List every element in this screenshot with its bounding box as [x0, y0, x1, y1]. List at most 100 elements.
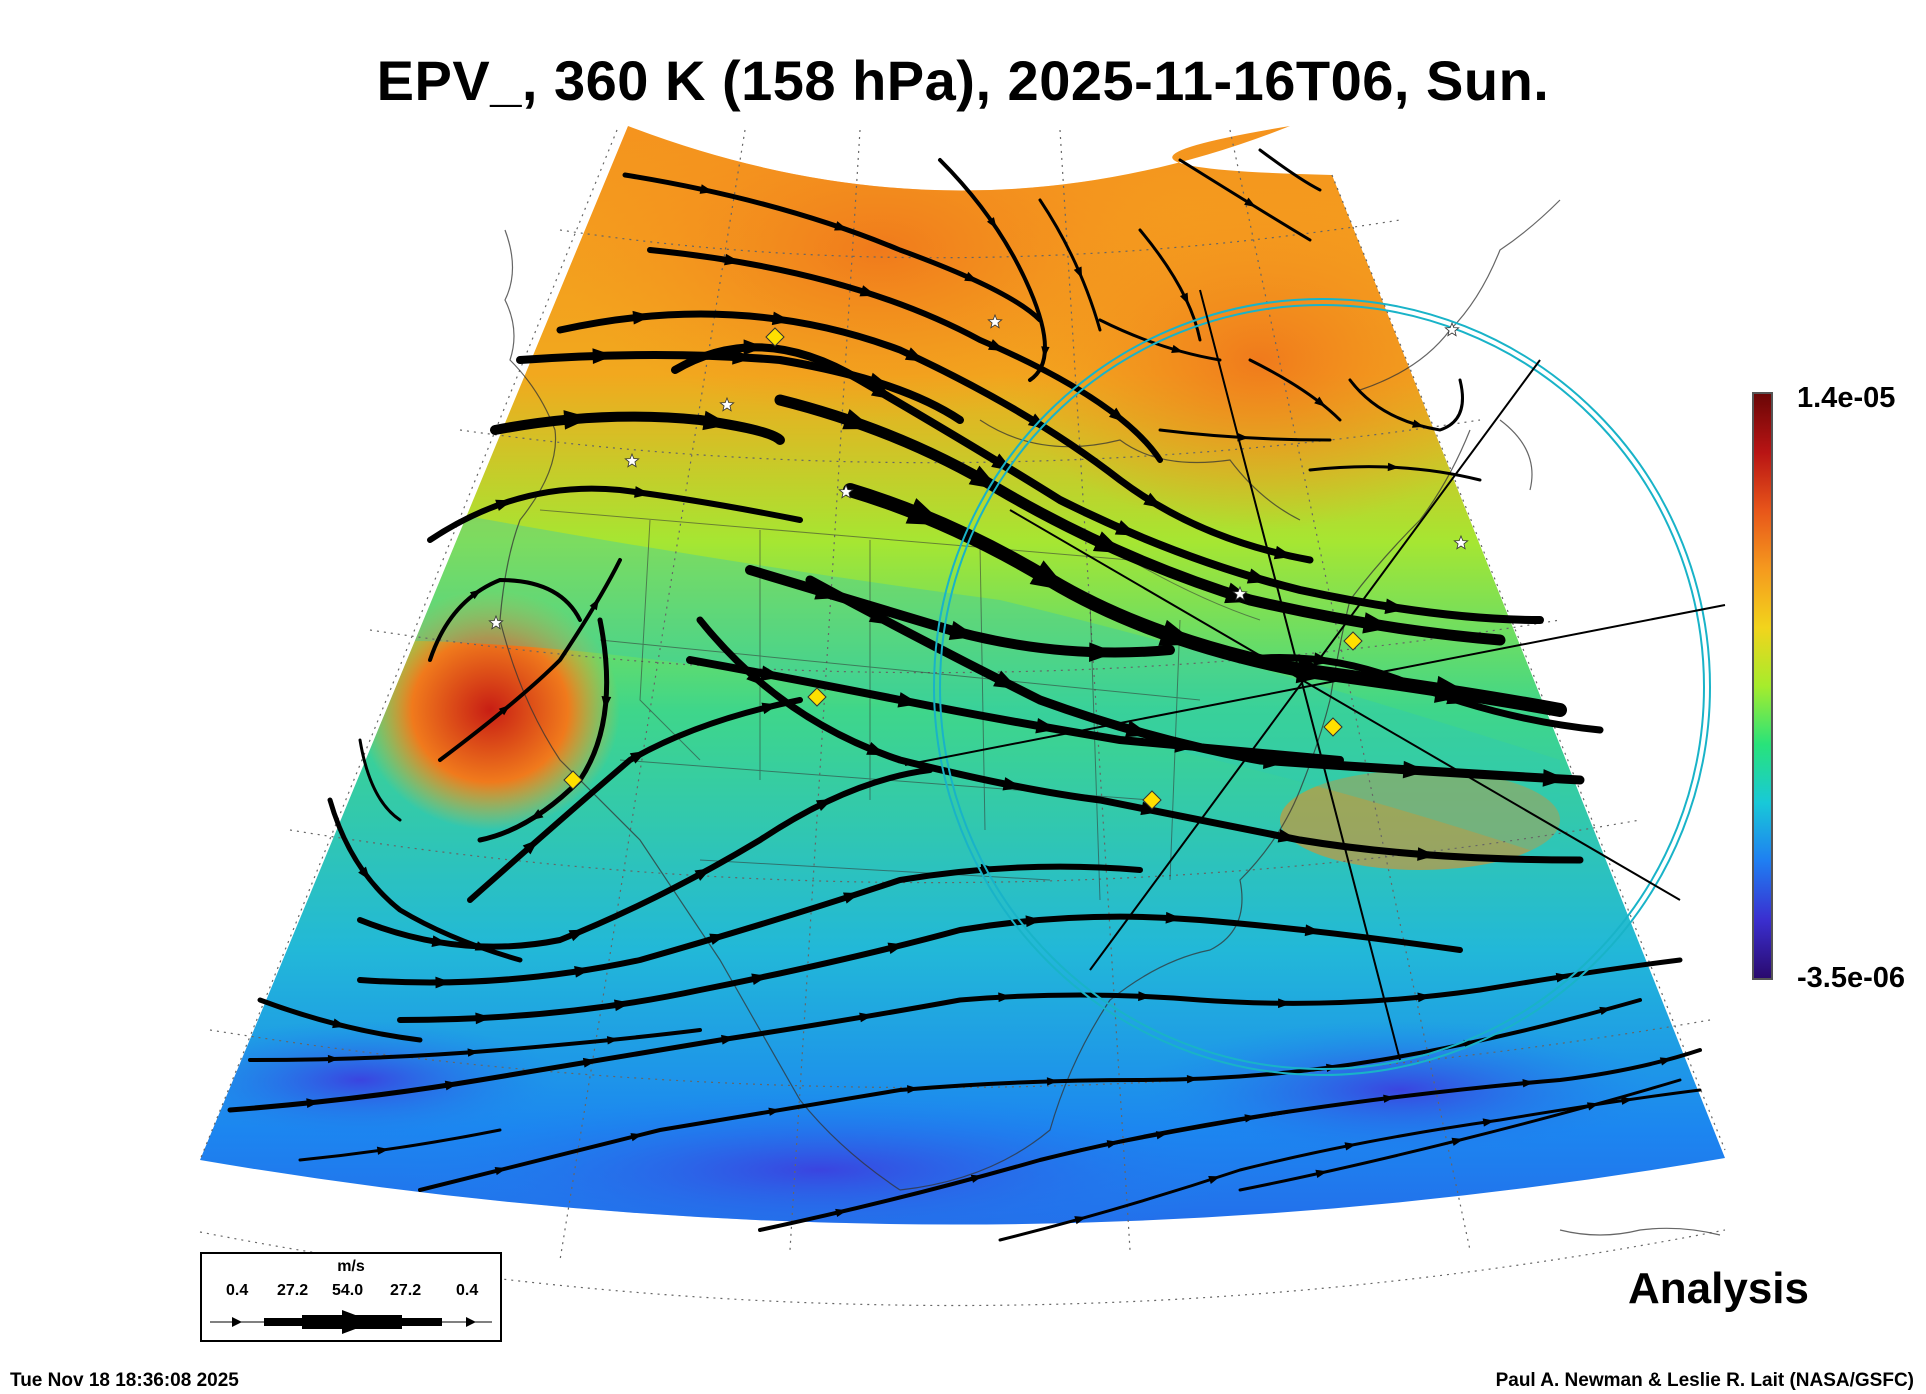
station-markers [488, 313, 1469, 810]
streamline [427, 485, 803, 543]
streamline-arrowhead [859, 285, 877, 297]
legend-value: 27.2 [390, 1282, 422, 1299]
streamline [671, 343, 1544, 624]
streamline-arrowhead [815, 798, 833, 812]
legend-value: 54.0 [332, 1282, 364, 1299]
streamline-arrowhead [842, 408, 874, 430]
analysis-label: Analysis [1628, 1264, 1809, 1313]
streamline [1258, 148, 1322, 192]
streamline [428, 577, 582, 662]
streamline-arrowhead [1074, 1216, 1087, 1225]
streamline-arrowhead [870, 381, 894, 400]
streamline [1348, 378, 1464, 432]
streamline-arrowhead [589, 598, 600, 611]
legend-value: 27.2 [277, 1282, 309, 1299]
streamline-arrowhead [358, 866, 371, 881]
streamline-arrowhead [1029, 560, 1069, 592]
region-circle [933, 298, 1711, 1076]
streamline-arrowhead [1186, 1075, 1199, 1084]
streamline-arrowhead [998, 992, 1012, 1003]
streamline [938, 158, 1047, 382]
footer-timestamp: Tue Nov 18 18:36:08 2025 [10, 1370, 239, 1391]
streamline-arrowhead [1179, 292, 1189, 305]
streamline-arrowhead [724, 253, 741, 266]
streamline-arrowhead [634, 486, 651, 498]
streamline-arrowhead [467, 1048, 480, 1057]
streamline-arrowhead [1599, 1006, 1612, 1016]
streamline [1078, 1108, 1302, 1152]
streamline-arrowhead [1244, 1114, 1257, 1123]
streamline-arrowhead [592, 348, 614, 364]
streamline [358, 738, 402, 822]
streamline-arrowhead [568, 929, 586, 942]
streamline-arrowhead [768, 1107, 781, 1116]
streamline-arrowhead [435, 976, 452, 989]
streamline-arrowhead [1304, 924, 1322, 937]
streamline-arrowhead [495, 499, 513, 511]
yellow-diamond-marker [765, 327, 785, 347]
streamline-arrowhead [868, 606, 895, 626]
legend-value: 0.4 [456, 1282, 479, 1299]
streamline-arrowhead [1041, 346, 1050, 358]
streamline-arrowhead [1277, 829, 1298, 843]
streamline-arrowhead [1092, 531, 1125, 554]
white-star-marker [838, 483, 854, 499]
streamline-arrowhead [1446, 691, 1467, 705]
streamline-arrowhead [1155, 1131, 1168, 1140]
streamline-arrowhead [1278, 998, 1292, 1009]
yellow-diamond-marker [807, 687, 827, 707]
streamline-arrowhead [630, 1133, 643, 1142]
streamline-arrowhead [1108, 407, 1126, 423]
white-star-marker [1444, 321, 1460, 337]
streamline [1248, 358, 1342, 422]
streamline-arrowhead [1434, 675, 1473, 703]
streamline-arrowhead [948, 620, 977, 640]
wind-streamlines [227, 148, 1702, 1242]
streamline-arrowhead [905, 498, 946, 526]
streamline-arrowhead [1124, 720, 1151, 738]
streamline-arrowhead [529, 809, 544, 821]
map-title: EPV_, 360 K (158 hPa), 2025-11-16T06, Su… [376, 49, 1550, 112]
yellow-diamond-marker [563, 770, 583, 790]
streamline-arrowhead [498, 704, 511, 716]
streamline-arrowhead [1114, 520, 1138, 536]
streamline-arrowhead [1208, 1175, 1221, 1184]
white-star-marker [987, 313, 1003, 329]
streamline-arrowhead [563, 410, 591, 430]
streamline-arrowhead [1246, 568, 1270, 584]
streamline-arrowhead [887, 942, 905, 955]
yellow-diamond-marker [1142, 790, 1162, 810]
streamline-arrowhead [1659, 1057, 1672, 1066]
streamline-arrowhead [906, 1085, 919, 1094]
streamline-arrowhead [1273, 545, 1294, 560]
streamline-arrowhead [1263, 751, 1288, 770]
streamline-arrowhead [732, 349, 754, 365]
streamline [397, 913, 1463, 1023]
streamline-arrowhead [694, 868, 712, 881]
streamline-arrowhead [771, 311, 792, 326]
streamline-arrowhead [1315, 1169, 1328, 1178]
streamline-arrowhead [1402, 760, 1428, 779]
coastlines [499, 199, 1721, 1236]
streamline-arrowhead [1362, 612, 1393, 634]
streamline [1236, 654, 1604, 734]
streamline-arrowhead [988, 339, 1005, 352]
streamline [1138, 228, 1202, 342]
streamline-arrowhead [1411, 419, 1425, 428]
streamline-arrowhead [761, 702, 779, 715]
colorbar-min-label: -3.5e-06 [1797, 962, 1906, 994]
wind-speed-legend: m/s 0.4 27.2 54.0 27.2 0.4 [200, 1252, 502, 1342]
streamline-arrowhead [1165, 911, 1182, 924]
legend-value: 0.4 [226, 1282, 249, 1299]
streamline-arrowhead [1417, 847, 1437, 861]
streamline-arrowhead [1522, 1079, 1535, 1088]
streamline-arrowhead [1046, 1077, 1059, 1086]
yellow-diamond-marker [1343, 631, 1363, 651]
streamline-arrowhead [1140, 801, 1160, 816]
streamline-arrowhead [1417, 992, 1432, 1003]
streamline-arrowhead [1384, 598, 1407, 614]
streamline-arrowhead [986, 217, 997, 229]
streamline [477, 617, 610, 843]
